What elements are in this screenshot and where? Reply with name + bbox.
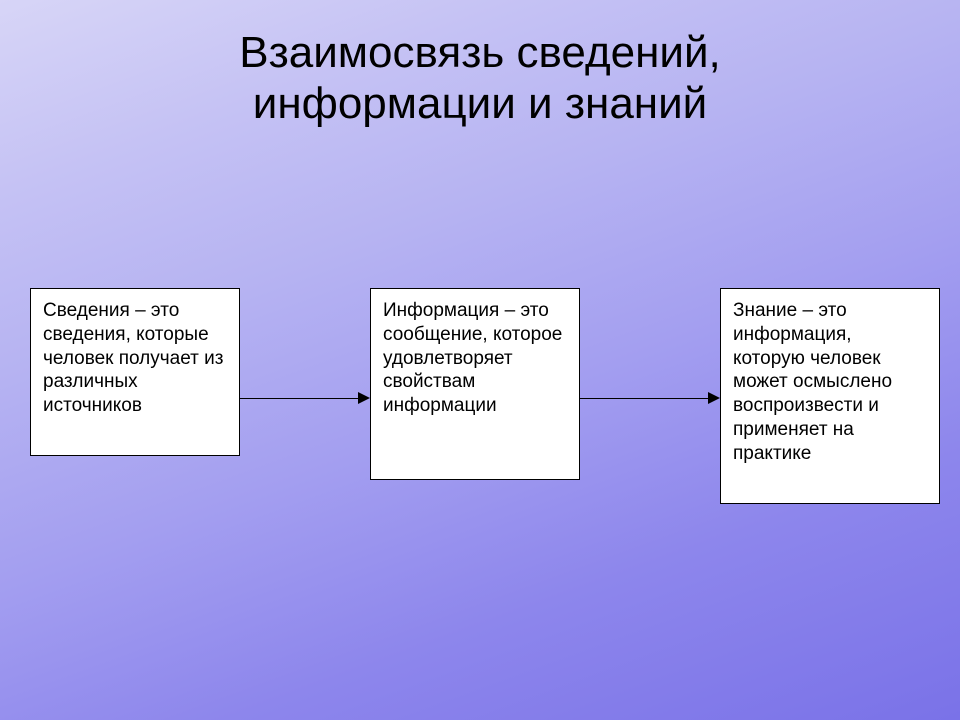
node-svedeniya-text: Сведения – это сведения, которые человек…	[43, 300, 223, 416]
node-informatsiya-text: Информация – это сообщение, которое удов…	[383, 300, 562, 416]
node-znanie: Знание – это информация, которую человек…	[720, 288, 940, 504]
slide-title: Взаимосвязь сведений, информации и знани…	[0, 28, 960, 129]
arrow-1-line	[240, 398, 358, 399]
slide: Взаимосвязь сведений, информации и знани…	[0, 0, 960, 720]
arrow-2-line	[580, 398, 708, 399]
node-znanie-text: Знание – это информация, которую человек…	[733, 300, 892, 464]
arrow-2-head-icon	[708, 392, 720, 404]
arrow-1-head-icon	[358, 392, 370, 404]
node-svedeniya: Сведения – это сведения, которые человек…	[30, 288, 240, 456]
node-informatsiya: Информация – это сообщение, которое удов…	[370, 288, 580, 480]
